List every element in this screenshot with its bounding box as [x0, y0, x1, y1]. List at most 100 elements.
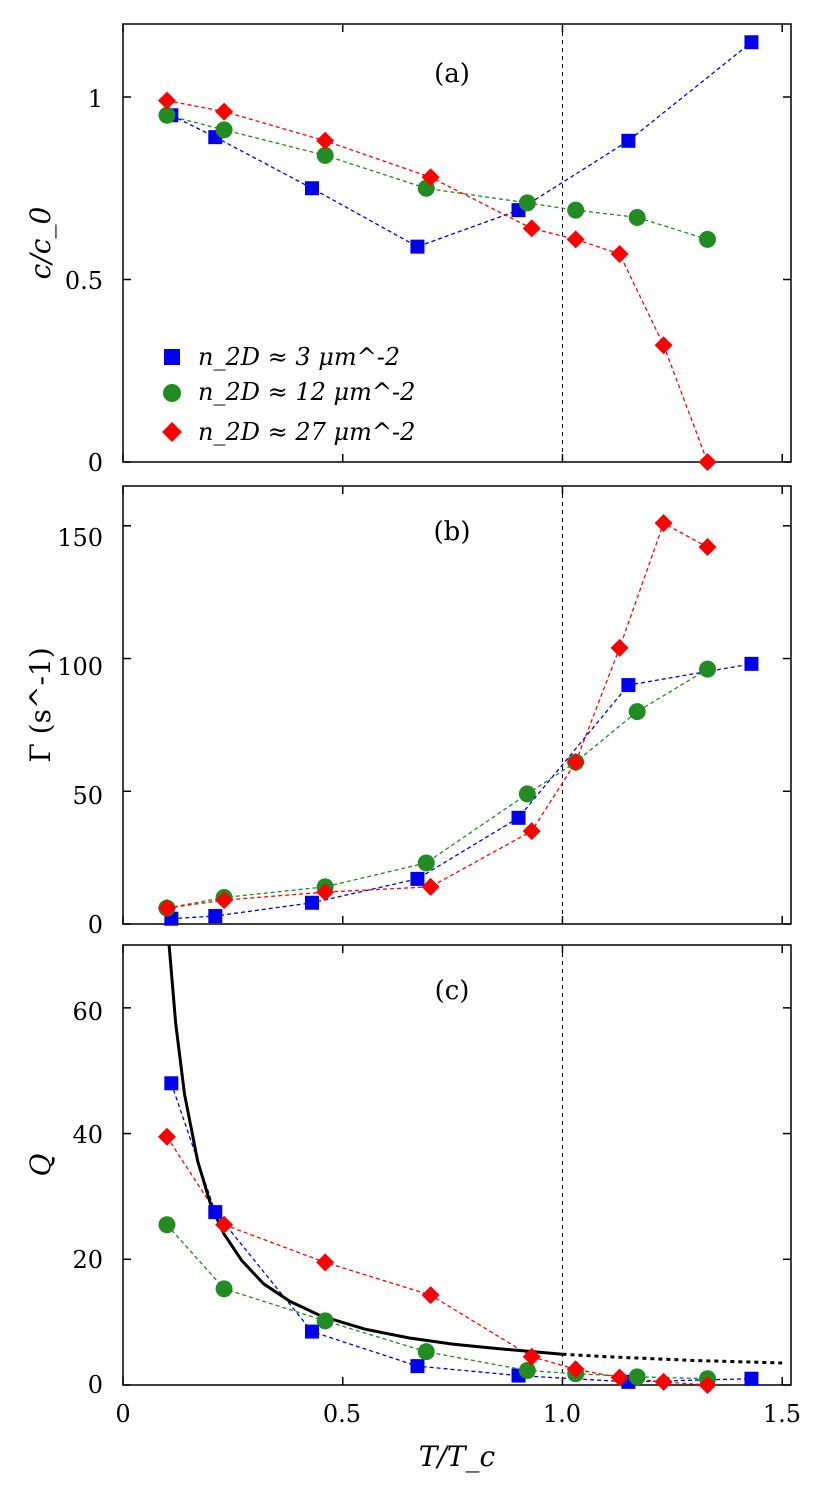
ytick-a-0: 0 [88, 449, 103, 477]
point-b-circle-7 [699, 660, 716, 678]
panel-c-label: (c) [435, 976, 470, 1006]
xlabel: T/T_c [419, 1440, 496, 1473]
point-c-square-3 [410, 1359, 425, 1374]
series-line-c-diamond [166, 1136, 708, 1386]
ytick-a-05: 0.5 [65, 267, 103, 295]
point-b-circle-3 [417, 854, 435, 872]
ytick-b-0: 0 [88, 911, 103, 939]
point-b-diamond-2 [316, 883, 335, 902]
panel-b-frame [122, 485, 792, 925]
point-c-diamond-5 [566, 1360, 585, 1379]
point-b-square-1 [208, 909, 223, 924]
ylabel-c-text: Q [24, 1153, 57, 1176]
point-b-diamond-5 [566, 753, 585, 772]
series-line-c-circle [166, 1224, 708, 1380]
legend-label-1: n_2D ≈ 12 μm^-2 [198, 378, 415, 406]
data-markers [157, 35, 759, 1394]
point-a-diamond-2 [316, 131, 335, 150]
point-a-square-2 [304, 181, 319, 196]
point-c-circle-6 [628, 1368, 646, 1386]
panel-a-label: (a) [434, 59, 470, 89]
point-b-diamond-0 [157, 899, 176, 918]
point-c-square-1 [208, 1205, 223, 1220]
legend-marker-square [164, 349, 180, 365]
xtick-0: 0 [115, 1400, 130, 1428]
ytick-b-150: 150 [57, 524, 103, 552]
ylabel-a: c/c_0 [24, 207, 57, 280]
point-b-diamond-6 [610, 638, 629, 657]
series-line-b-diamond [166, 522, 708, 909]
point-b-square-3 [410, 871, 425, 886]
point-c-circle-2 [316, 1312, 334, 1330]
series-line-b-circle [166, 668, 708, 909]
legend-marker-diamond [162, 422, 182, 442]
point-a-circle-5 [567, 201, 585, 219]
point-b-square-5 [621, 678, 636, 693]
legend-marker-circle [163, 384, 181, 402]
point-c-diamond-2 [316, 1253, 335, 1272]
ytick-c-40: 40 [72, 1121, 103, 1149]
point-c-circle-1 [215, 1280, 233, 1298]
point-c-diamond-3 [421, 1286, 440, 1305]
point-c-diamond-7 [654, 1372, 673, 1391]
point-a-diamond-0 [157, 91, 176, 110]
point-a-diamond-8 [698, 453, 717, 471]
point-c-diamond-0 [157, 1127, 176, 1146]
point-b-diamond-8 [698, 538, 717, 557]
point-b-diamond-1 [215, 891, 234, 910]
point-a-diamond-1 [215, 102, 234, 121]
point-a-square-6 [744, 35, 759, 50]
point-c-diamond-4 [522, 1347, 541, 1366]
point-b-circle-4 [518, 785, 536, 803]
point-c-circle-4 [518, 1362, 536, 1380]
xtick-15: 1.5 [763, 1400, 801, 1428]
point-c-circle-0 [158, 1216, 176, 1234]
legend-label-0: n_2D ≈ 3 μm^-2 [198, 343, 400, 371]
point-a-diamond-6 [610, 244, 629, 263]
ylabel-a-text: c/c_0 [24, 207, 57, 280]
point-c-diamond-6 [610, 1368, 629, 1387]
point-b-square-6 [744, 656, 759, 671]
ytick-c-60: 60 [72, 998, 103, 1026]
point-a-circle-4 [518, 194, 536, 212]
series-lines [166, 41, 752, 1386]
ylabel-b-text: Γ (s^-1) [24, 647, 57, 762]
point-b-circle-6 [628, 703, 646, 721]
point-a-diamond-5 [566, 230, 585, 249]
point-c-diamond-8 [698, 1376, 717, 1394]
legend-label-2: n_2D ≈ 27 μm^-2 [198, 418, 415, 446]
point-c-square-0 [164, 1076, 179, 1091]
theory-curve [167, 944, 783, 1365]
panel-b-label: (b) [434, 517, 471, 547]
point-b-square-4 [511, 810, 526, 825]
point-c-diamond-1 [215, 1215, 234, 1234]
point-a-circle-6 [628, 208, 646, 226]
axis-ticks [122, 24, 791, 1386]
series-line-b-square [171, 663, 752, 920]
ylabel-c: Q [24, 1153, 57, 1176]
point-b-diamond-4 [522, 822, 541, 841]
panel-c-frame [122, 944, 792, 1386]
ytick-b-100: 100 [57, 653, 103, 681]
point-a-diamond-4 [522, 219, 541, 238]
ytick-c-0: 0 [88, 1371, 103, 1399]
point-a-circle-2 [316, 146, 334, 164]
point-a-square-5 [621, 133, 636, 148]
point-c-square-2 [304, 1324, 319, 1339]
theory-curve-dotted [562, 1352, 783, 1365]
series-line-a-circle [166, 114, 708, 241]
ytick-a-1: 1 [88, 85, 103, 113]
point-c-square-6 [744, 1371, 759, 1386]
theory-curve-solid [167, 944, 563, 1356]
point-a-diamond-3 [421, 168, 440, 187]
series-line-c-square [170, 1083, 752, 1383]
ytick-c-20: 20 [72, 1246, 103, 1274]
point-a-circle-0 [158, 106, 176, 124]
point-a-circle-1 [215, 121, 233, 139]
point-b-diamond-3 [421, 877, 440, 896]
xtick-05: 0.5 [323, 1400, 361, 1428]
point-a-circle-7 [699, 230, 716, 248]
ylabel-b: Γ (s^-1) [24, 647, 57, 762]
point-b-square-2 [304, 895, 319, 910]
